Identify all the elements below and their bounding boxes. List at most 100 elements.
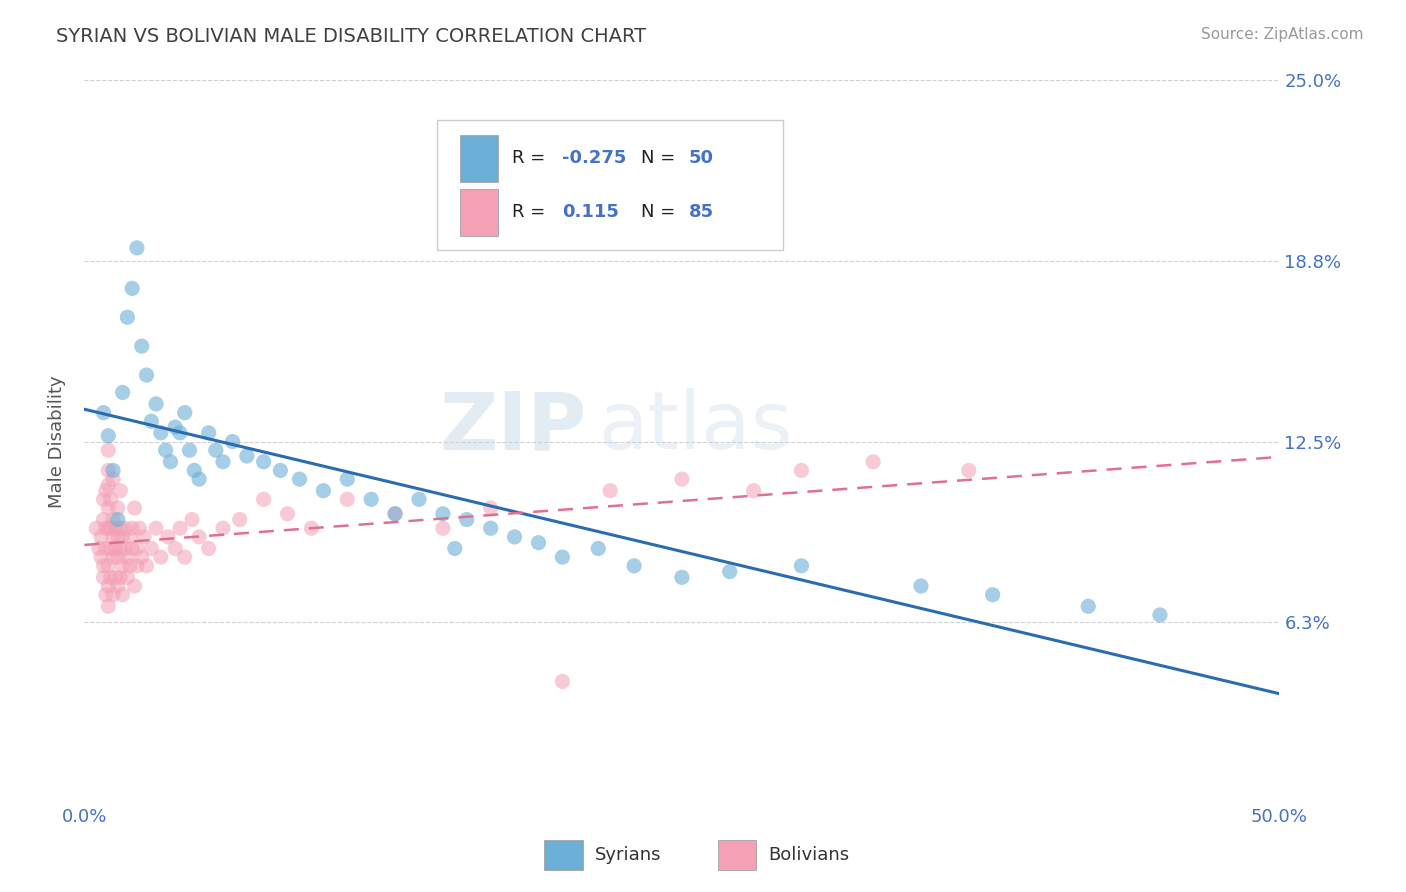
- Point: [790, 463, 813, 477]
- Point: [97, 558, 120, 573]
- Point: [104, 570, 127, 584]
- Point: [118, 530, 141, 544]
- Point: [97, 463, 120, 477]
- Point: [588, 541, 610, 556]
- Text: Bolivians: Bolivians: [768, 846, 849, 863]
- Point: [97, 501, 120, 516]
- Point: [360, 492, 382, 507]
- Point: [107, 579, 129, 593]
- Point: [456, 512, 478, 526]
- Point: [157, 530, 180, 544]
- Point: [125, 241, 148, 255]
- Point: [910, 579, 932, 593]
- Point: [181, 512, 204, 526]
- Point: [107, 512, 129, 526]
- Point: [111, 385, 134, 400]
- Point: [165, 420, 187, 434]
- Point: [179, 443, 201, 458]
- Point: [432, 507, 454, 521]
- Point: [253, 455, 276, 469]
- Point: [432, 521, 454, 535]
- Point: [269, 463, 291, 477]
- Bar: [718, 839, 756, 870]
- Point: [104, 521, 127, 535]
- Point: [110, 483, 132, 498]
- Point: [312, 483, 335, 498]
- Point: [100, 570, 122, 584]
- Point: [957, 463, 980, 477]
- Point: [93, 492, 115, 507]
- Point: [128, 521, 150, 535]
- Point: [790, 558, 813, 573]
- Point: [97, 579, 120, 593]
- Point: [188, 530, 211, 544]
- Point: [527, 535, 550, 549]
- Point: [131, 550, 153, 565]
- Point: [100, 521, 122, 535]
- Point: [384, 507, 406, 521]
- Point: [87, 541, 110, 556]
- Point: [97, 521, 120, 535]
- Point: [599, 483, 621, 498]
- Point: [173, 406, 195, 420]
- Point: [336, 472, 359, 486]
- Text: ZIP: ZIP: [439, 388, 586, 467]
- Point: [100, 541, 122, 556]
- Point: [97, 599, 120, 614]
- Point: [101, 550, 124, 565]
- Text: N =: N =: [641, 149, 682, 167]
- Point: [94, 588, 117, 602]
- Point: [100, 492, 122, 507]
- Point: [742, 483, 765, 498]
- Point: [110, 541, 132, 556]
- Point: [131, 339, 153, 353]
- Text: 50: 50: [689, 149, 714, 167]
- Point: [124, 501, 146, 516]
- Point: [479, 521, 502, 535]
- Point: [114, 541, 136, 556]
- Text: SYRIAN VS BOLIVIAN MALE DISABILITY CORRELATION CHART: SYRIAN VS BOLIVIAN MALE DISABILITY CORRE…: [56, 27, 647, 45]
- Point: [718, 565, 741, 579]
- Text: Source: ZipAtlas.com: Source: ZipAtlas.com: [1201, 27, 1364, 42]
- Point: [141, 414, 163, 428]
- Text: N =: N =: [641, 203, 682, 221]
- Point: [101, 512, 124, 526]
- Y-axis label: Male Disability: Male Disability: [48, 376, 66, 508]
- Point: [1077, 599, 1099, 614]
- Point: [86, 521, 108, 535]
- Point: [110, 570, 132, 584]
- Point: [479, 501, 502, 516]
- Point: [90, 530, 112, 544]
- Point: [101, 463, 124, 477]
- Point: [197, 425, 219, 440]
- Point: [121, 281, 143, 295]
- Point: [107, 501, 129, 516]
- Point: [124, 579, 146, 593]
- Point: [277, 507, 299, 521]
- Point: [145, 521, 167, 535]
- Point: [253, 492, 276, 507]
- Point: [188, 472, 211, 486]
- Point: [101, 588, 124, 602]
- Point: [107, 530, 129, 544]
- Point: [111, 558, 134, 573]
- Text: R =: R =: [512, 203, 551, 221]
- Point: [117, 570, 139, 584]
- Point: [503, 530, 526, 544]
- Point: [101, 530, 124, 544]
- Point: [97, 443, 120, 458]
- Point: [114, 521, 136, 535]
- Point: [301, 521, 323, 535]
- Point: [551, 550, 574, 565]
- Point: [93, 512, 115, 526]
- Point: [288, 472, 311, 486]
- Point: [90, 550, 112, 565]
- Point: [135, 558, 157, 573]
- Point: [97, 429, 120, 443]
- Point: [221, 434, 243, 449]
- Point: [111, 530, 134, 544]
- Point: [110, 521, 132, 535]
- Point: [155, 443, 177, 458]
- Text: 85: 85: [689, 203, 714, 221]
- Bar: [460, 135, 498, 181]
